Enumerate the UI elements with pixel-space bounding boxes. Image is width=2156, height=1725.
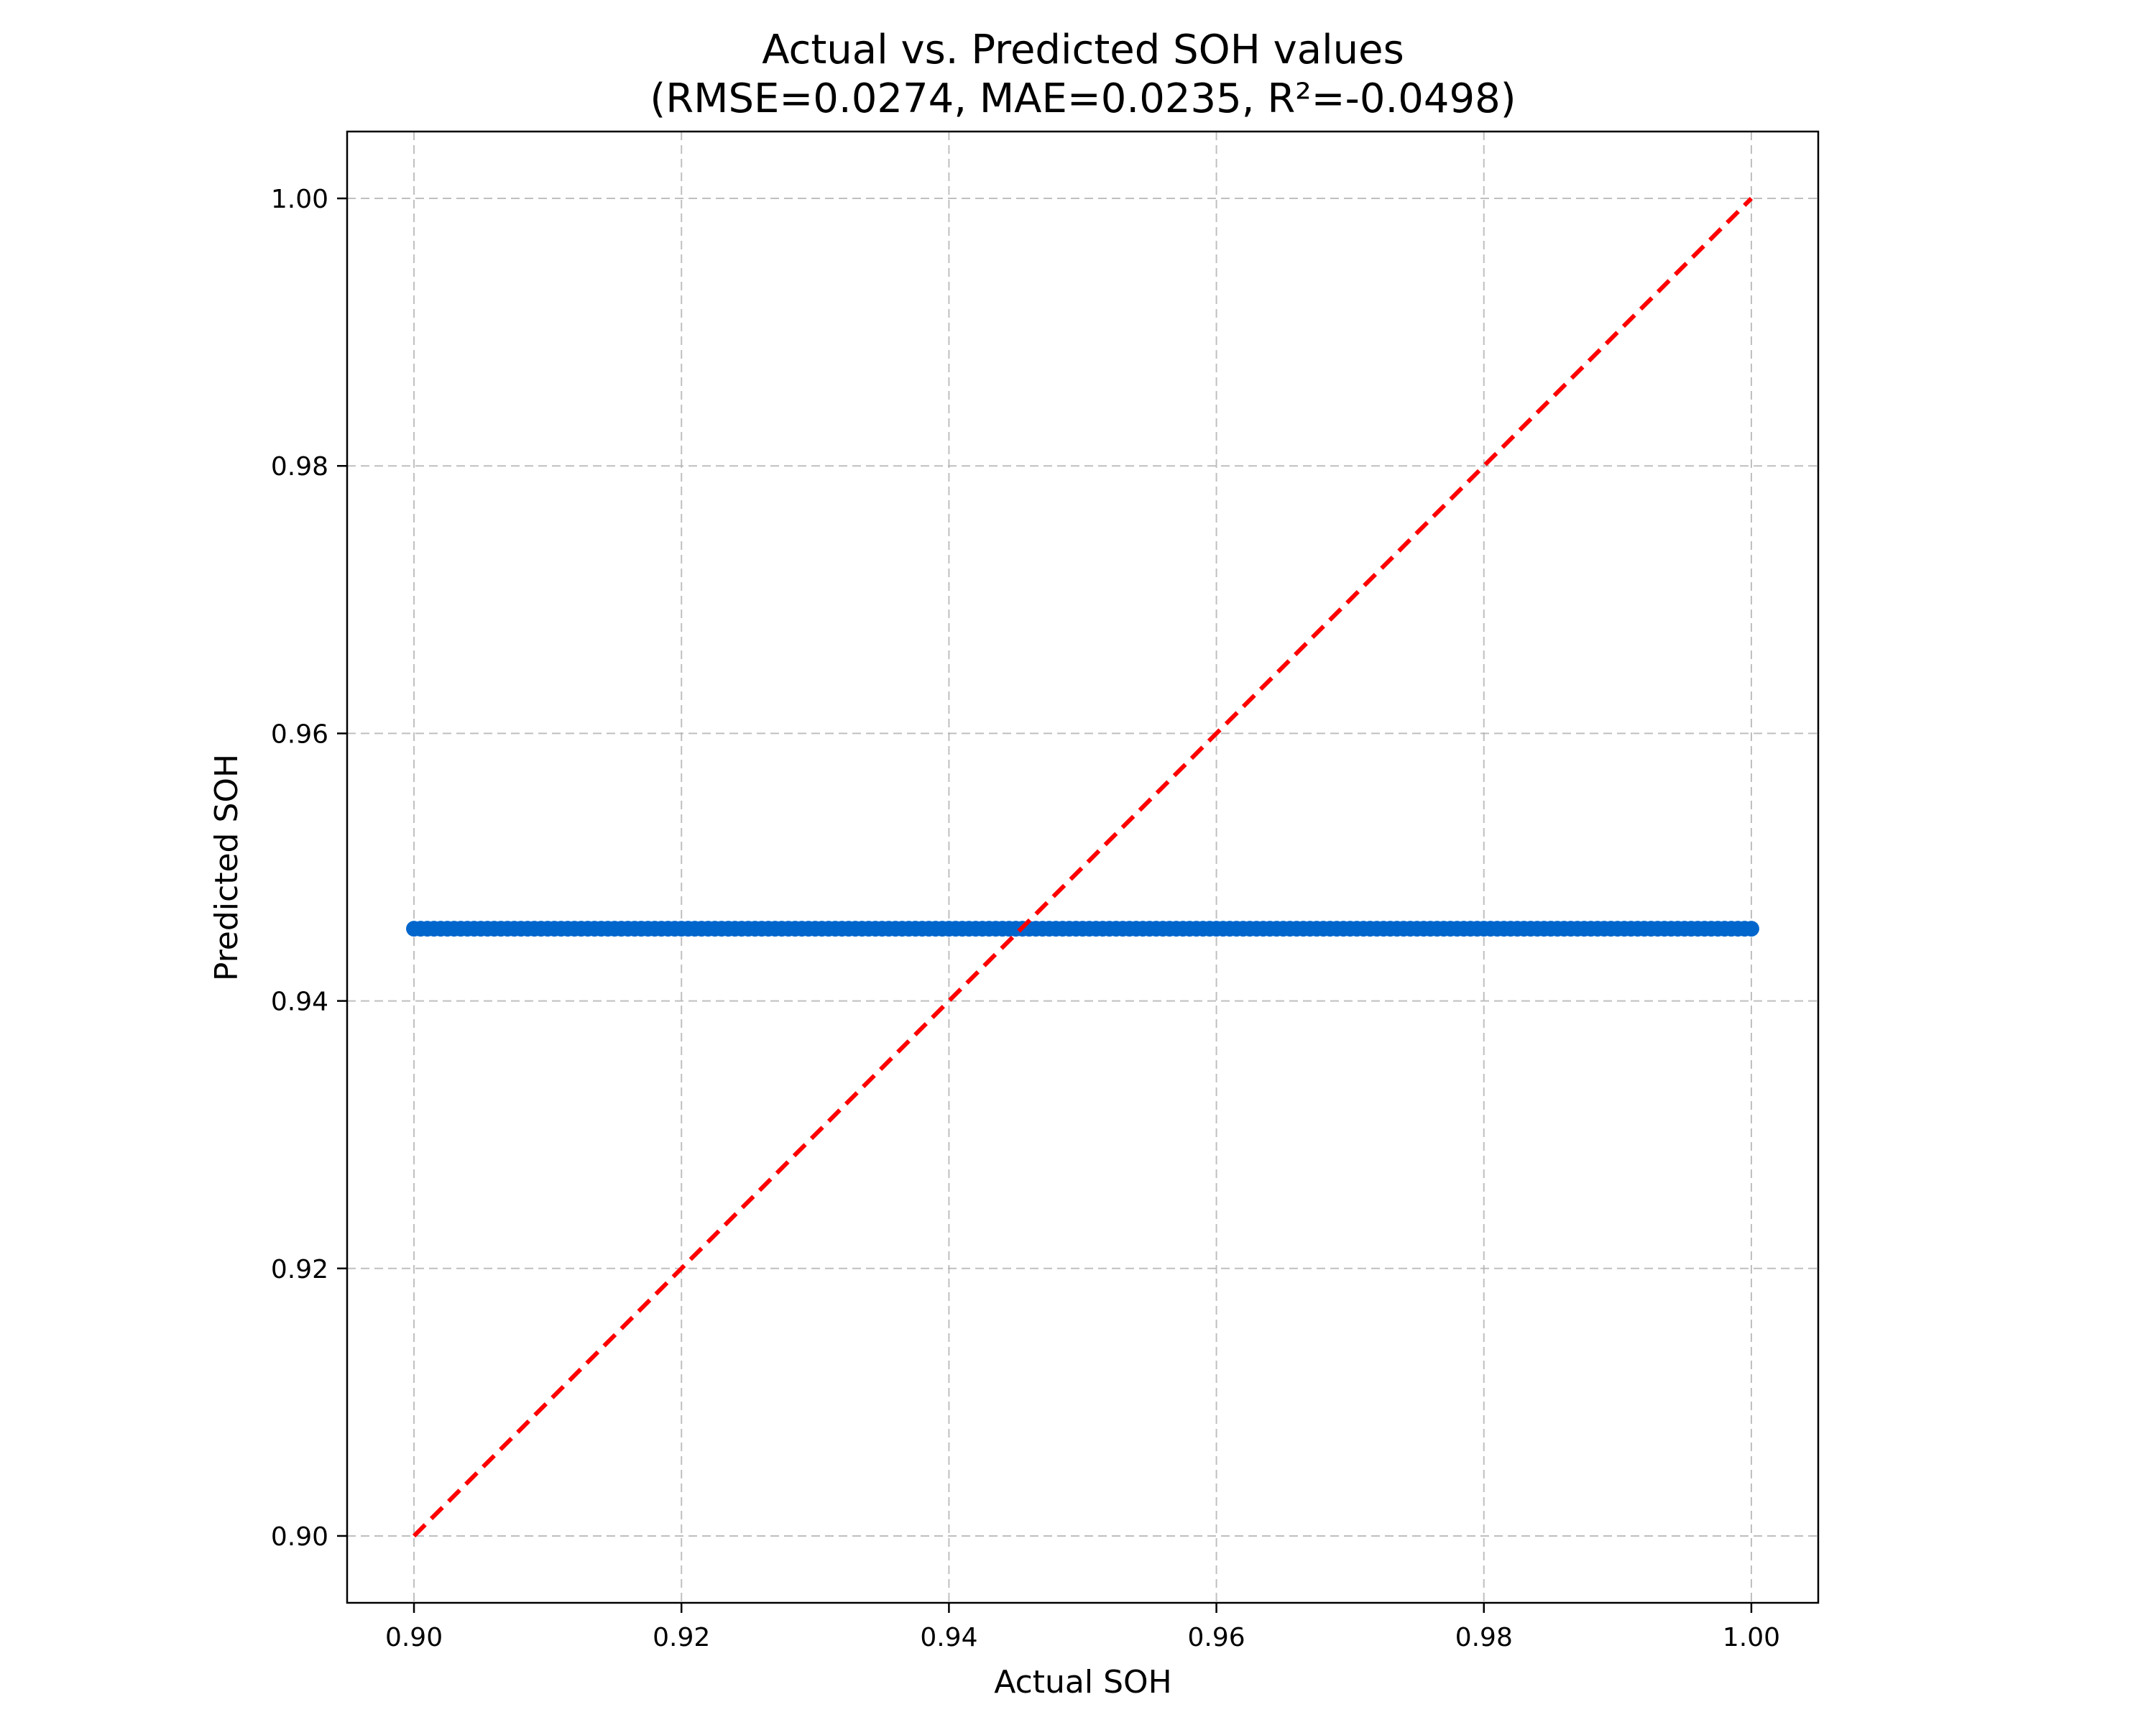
y-tick-label: 0.94 [271,988,328,1017]
x-tick-label: 0.96 [1188,1623,1245,1652]
scatter-point [1743,921,1759,937]
tick-layer: 0.90 0.92 0.94 0.96 0.98 1.00 0.90 0.92 0.94 0.96… [271,185,1780,1652]
y-tick-label: 0.96 [271,719,328,749]
x-axis-label: Actual SOH [994,1664,1171,1701]
y-tick-label: 0.92 [271,1255,328,1284]
chart-title: Actual vs. Predicted SOH values [762,27,1404,73]
x-tick-label: 0.90 [385,1623,443,1652]
reference-line [412,196,1754,1538]
y-axis-label: Predicted SOH [208,754,245,981]
x-tick-label: 1.00 [1723,1623,1780,1652]
y-tick-label: 1.00 [271,185,328,214]
x-tick-label: 0.92 [653,1623,710,1652]
plot-frame [346,130,1820,1604]
y-tick-label: 0.90 [271,1522,328,1552]
chart-subtitle: (RMSE=0.0274, MAE=0.0235, R²=-0.0498) [650,75,1516,122]
x-tick-label: 0.98 [1455,1623,1513,1652]
y-tick-label: 0.98 [271,452,328,482]
x-tick-label: 0.94 [920,1623,977,1652]
data-layer [406,196,1759,1538]
